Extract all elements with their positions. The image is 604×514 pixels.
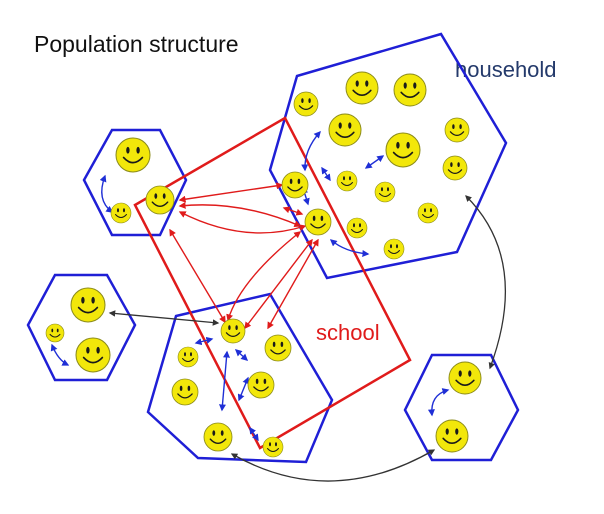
school-links (169, 182, 319, 330)
household-hexagon-left (26, 273, 137, 382)
people-layer (45, 71, 482, 458)
person-smiley-icon (345, 71, 379, 105)
person-smiley-icon (247, 371, 275, 399)
person-smiley-icon (304, 208, 332, 236)
person-smiley-icon (75, 337, 111, 373)
person-smiley-icon (145, 185, 175, 215)
school-label: school (316, 320, 380, 345)
person-smiley-icon (444, 117, 470, 143)
person-smiley-icon (442, 155, 468, 181)
person-smiley-icon (203, 422, 233, 452)
household-links (50, 130, 450, 442)
person-smiley-icon (115, 137, 151, 173)
between-household-links (108, 195, 506, 482)
school-rectangle (133, 116, 412, 450)
person-smiley-icon (171, 378, 199, 406)
person-smiley-icon (383, 238, 405, 260)
person-smiley-icon (293, 91, 319, 117)
person-smiley-icon (393, 73, 427, 107)
person-smiley-icon (281, 171, 309, 199)
person-smiley-icon (264, 334, 292, 362)
person-smiley-icon (45, 323, 65, 343)
person-smiley-icon (336, 170, 358, 192)
household-hexagon-large (268, 32, 508, 280)
person-smiley-icon (448, 361, 482, 395)
person-smiley-icon (110, 202, 132, 224)
person-smiley-icon (417, 202, 439, 224)
person-smiley-icon (262, 436, 284, 458)
person-smiley-icon (328, 113, 362, 147)
person-smiley-icon (70, 287, 106, 323)
person-smiley-icon (385, 132, 421, 168)
person-smiley-icon (346, 217, 368, 239)
person-smiley-icon (220, 318, 246, 344)
household-label: household (455, 57, 557, 82)
diagram-title: Population structure (34, 31, 239, 57)
person-smiley-icon (435, 419, 469, 453)
person-smiley-icon (177, 346, 199, 368)
person-smiley-icon (374, 181, 396, 203)
household-hexagon-small-top-left (82, 128, 188, 237)
